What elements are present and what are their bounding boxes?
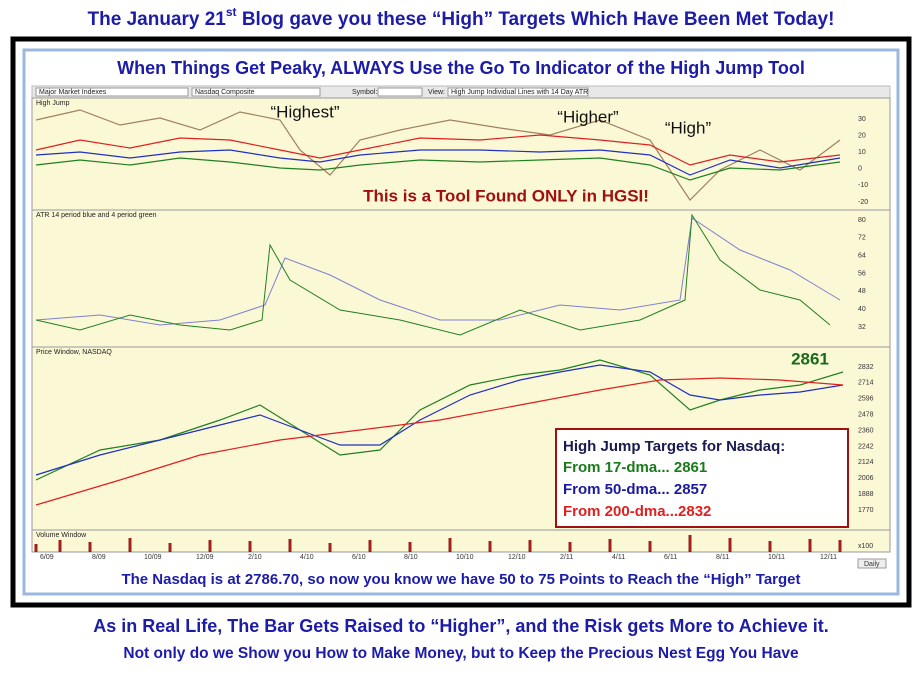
x-tick-label: 10/11 <box>768 554 785 561</box>
daily-button[interactable] <box>857 558 887 569</box>
pane-label: Volume Window <box>36 532 87 539</box>
label: View: <box>428 89 445 96</box>
label: Symbol: <box>352 89 377 96</box>
symbol-input[interactable] <box>377 87 423 97</box>
panel-title: When Things Get Peaky, ALWAYS Use the Go… <box>117 58 805 78</box>
y-tick-label: 2242 <box>858 443 874 450</box>
high-jump-pane <box>31 97 891 211</box>
x-tick-label: 4/11 <box>612 554 625 561</box>
header-title: The January 21st Blog gave you these “Hi… <box>88 5 835 30</box>
y-tick-label: 2478 <box>858 412 874 419</box>
y-tick-label: 1770 <box>858 507 874 514</box>
dropdown[interactable] <box>191 87 321 97</box>
annotation: “High” <box>665 118 712 137</box>
footer-line: As in Real Life, The Bar Gets Raised to … <box>93 616 829 636</box>
button-text: Daily <box>864 561 880 568</box>
last-price: 2861 <box>791 349 829 368</box>
x-tick-label: 6/11 <box>664 554 677 561</box>
target-line: From 200-dma...2832 <box>563 503 711 520</box>
targets-box <box>555 428 849 528</box>
y-tick-label: 30 <box>858 116 866 123</box>
y-tick-label: 32 <box>858 324 866 331</box>
volume-pane <box>31 529 891 553</box>
caption: The Nasdaq is at 2786.70, so now you kno… <box>121 571 800 588</box>
target-line: From 17-dma... 2861 <box>563 459 707 476</box>
callout: This is a Tool Found ONLY in HGSI! <box>363 186 649 205</box>
y-tick-label: -10 <box>858 182 868 189</box>
y-tick-label: 2006 <box>858 475 874 482</box>
x-tick-label: 2/11 <box>560 554 573 561</box>
atr-pane <box>31 209 891 348</box>
annotation: “Highest” <box>271 102 340 121</box>
y-tick-label: 80 <box>858 217 866 224</box>
dropdown[interactable] <box>35 87 189 97</box>
x-tick-label: 4/10 <box>300 554 314 561</box>
x-tick-label: 8/10 <box>404 554 418 561</box>
pane-label: Price Window, NASDAQ <box>36 349 112 356</box>
x-tick-label: 6/09 <box>40 554 54 561</box>
tick-group: 30 20 10 0 -10 -20 80 72 64 56 48 40 32 2832 2714 2596 2… <box>40 116 874 561</box>
y-tick-label: 2832 <box>858 364 874 371</box>
x-tick-label: 10/09 <box>144 554 162 561</box>
x-tick-label: 8/11 <box>716 554 729 561</box>
volume-scale: x100 <box>858 543 873 550</box>
x-tick-label: 6/10 <box>352 554 366 561</box>
dropdown-text: Major Market Indexes <box>39 89 107 96</box>
y-tick-label: 2124 <box>858 459 874 466</box>
y-tick-label: 48 <box>858 288 866 295</box>
title-part: The January 21 <box>88 9 227 30</box>
x-tick-label: 10/10 <box>456 554 474 561</box>
x-tick-label: 2/10 <box>248 554 262 561</box>
target-line: From 50-dma... 2857 <box>563 481 707 498</box>
dropdown-text: Nasdaq Composite <box>195 89 255 96</box>
y-tick-label: 64 <box>858 253 866 260</box>
y-tick-label: 72 <box>858 235 866 242</box>
price-lines <box>35 359 844 506</box>
x-tick-label: 12/10 <box>508 554 526 561</box>
x-tick-label: 8/09 <box>92 554 106 561</box>
high-jump-lines <box>35 109 841 201</box>
y-tick-label: 20 <box>858 132 866 139</box>
pane-label: High Jump <box>36 100 70 107</box>
title-part: Blog gave you these “High” Targets Which… <box>237 9 835 30</box>
y-tick-label: -20 <box>858 199 868 206</box>
x-tick-label: 12/11 <box>820 554 837 561</box>
title-sup: st <box>226 5 237 19</box>
volume-bars <box>34 535 842 552</box>
y-tick-label: 2360 <box>858 427 874 434</box>
dropdown[interactable] <box>447 87 589 97</box>
x-tick-label: 12/09 <box>196 554 214 561</box>
y-tick-label: 56 <box>858 270 866 277</box>
y-tick-label: 1888 <box>858 491 874 498</box>
pane-label: ATR 14 period blue and 4 period green <box>36 212 157 219</box>
y-tick-label: 10 <box>858 149 866 156</box>
atr-lines <box>35 213 841 336</box>
y-tick-label: 2714 <box>858 380 874 387</box>
y-tick-label: 40 <box>858 306 866 313</box>
targets-title: High Jump Targets for Nasdaq: <box>563 438 785 455</box>
footer-line: Not only do we Show you How to Make Mone… <box>123 645 799 662</box>
annotation: “Higher” <box>557 107 619 126</box>
y-tick-label: 2596 <box>858 396 874 403</box>
dropdown-text: High Jump Individual Lines with 14 Day A… <box>451 89 588 96</box>
y-tick-label: 0 <box>858 166 862 173</box>
